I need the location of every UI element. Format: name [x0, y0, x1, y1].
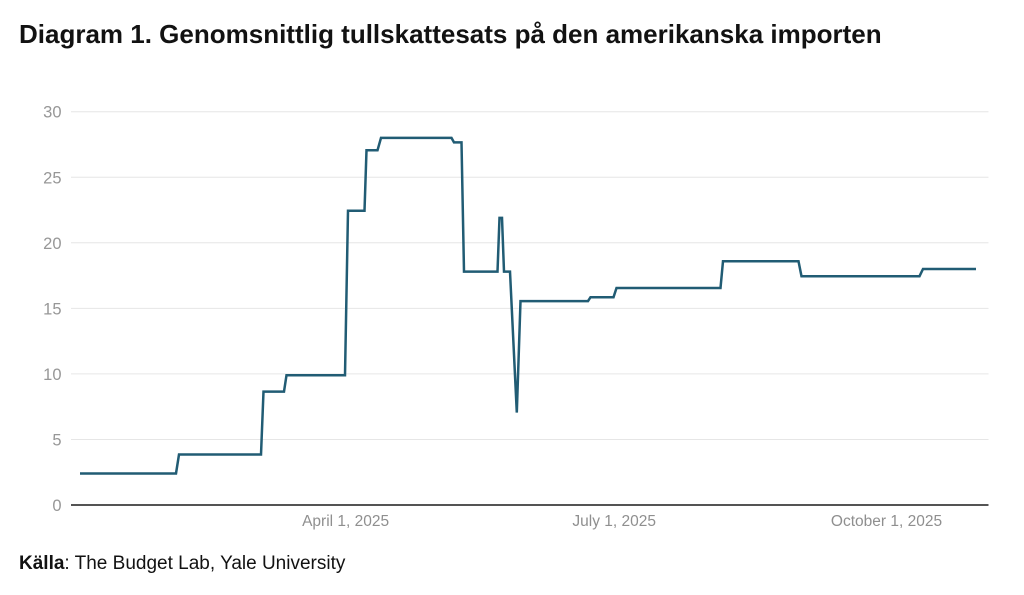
svg-text:20: 20 — [43, 235, 61, 253]
svg-text:April 1, 2025: April 1, 2025 — [302, 513, 389, 530]
svg-text:30: 30 — [43, 104, 61, 122]
svg-text:10: 10 — [43, 366, 61, 384]
svg-text:0: 0 — [52, 497, 61, 515]
svg-text:25: 25 — [43, 169, 61, 187]
svg-text:15: 15 — [43, 300, 61, 318]
svg-text:October 1, 2025: October 1, 2025 — [831, 513, 942, 530]
svg-text:July 1, 2025: July 1, 2025 — [572, 513, 656, 530]
svg-text:5: 5 — [52, 431, 61, 449]
